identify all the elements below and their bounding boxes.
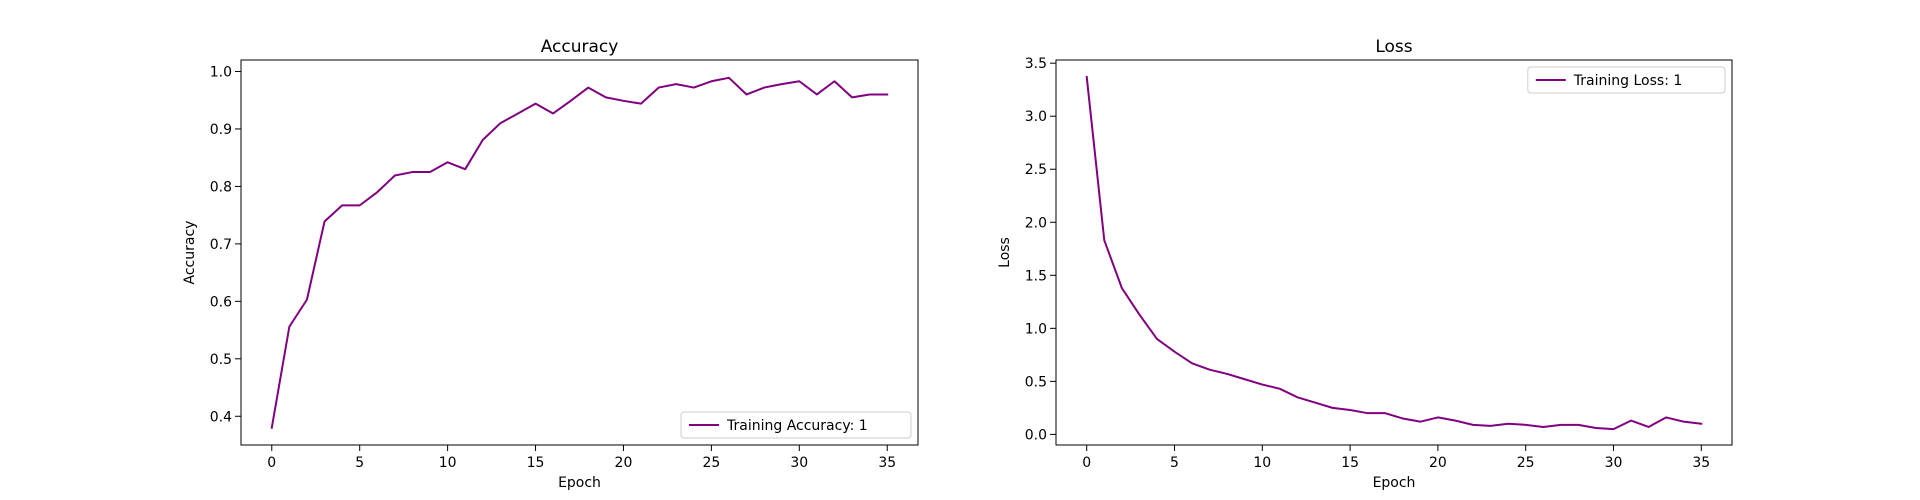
y-tick-label: 0.9 (210, 122, 232, 138)
y-tick-label: 2.5 (1025, 162, 1047, 178)
y-tick-label: 3.0 (1025, 109, 1047, 125)
x-tick-label: 10 (1253, 455, 1271, 471)
x-axis-label: Epoch (558, 475, 601, 491)
x-tick-label: 35 (878, 455, 896, 471)
y-tick-label: 0.8 (210, 179, 232, 195)
y-tick-label: 0.4 (210, 409, 232, 425)
y-tick-label: 0.5 (210, 352, 232, 368)
plot-frame (1055, 59, 1733, 446)
x-tick-label: 5 (1170, 455, 1179, 471)
y-tick-label: 1.0 (1025, 321, 1047, 337)
legend: Training Loss: 1 (1527, 66, 1726, 94)
y-tick-label: 2.0 (1025, 215, 1047, 231)
legend: Training Accuracy: 1 (680, 411, 912, 439)
x-axis-label: Epoch (1373, 475, 1416, 491)
x-tick-label: 30 (790, 455, 808, 471)
y-axis-label: Accuracy (182, 221, 198, 285)
y-tick-label: 0.6 (210, 294, 232, 310)
x-tick-label: 25 (1517, 455, 1535, 471)
loss-chart: Loss 0 5 10 15 20 25 30 35 0.0 0.5 1.0 1.5 2.0 2.5 3.0 3… (997, 37, 1733, 491)
accuracy-chart: Accuracy 0 5 10 15 20 25 30 35 0.4 0.5 0.6 0.7 0.8 0.9… (182, 37, 919, 491)
legend-label: Training Accuracy: 1 (726, 418, 868, 434)
x-tick-label: 30 (1605, 455, 1623, 471)
y-tick-label: 0.0 (1025, 427, 1047, 443)
series-line-0 (1085, 75, 1703, 431)
x-tick-label: 25 (702, 455, 720, 471)
chart-title: Accuracy (541, 37, 619, 57)
chart-title: Loss (1375, 37, 1412, 57)
plot-frame (240, 59, 919, 446)
y-tick-label: 0.7 (210, 237, 232, 253)
x-tick-label: 20 (1429, 455, 1447, 471)
x-tick-label: 5 (355, 455, 364, 471)
x-tick-label: 10 (439, 455, 457, 471)
legend-box (1527, 66, 1726, 94)
x-tick-label: 35 (1692, 455, 1710, 471)
x-tick-label: 0 (267, 455, 276, 471)
x-tick-label: 0 (1082, 455, 1091, 471)
y-axis-label: Loss (997, 237, 1013, 268)
y-tick-label: 1.5 (1025, 268, 1047, 284)
legend-box (680, 411, 912, 439)
x-tick-label: 15 (527, 455, 545, 471)
y-tick-label: 3.5 (1025, 56, 1047, 72)
x-tick-label: 20 (615, 455, 633, 471)
y-tick-label: 1.0 (210, 64, 232, 80)
x-tick-label: 15 (1341, 455, 1359, 471)
legend-label: Training Loss: 1 (1573, 73, 1682, 89)
series-line-0 (270, 76, 889, 429)
y-tick-label: 0.5 (1025, 374, 1047, 390)
